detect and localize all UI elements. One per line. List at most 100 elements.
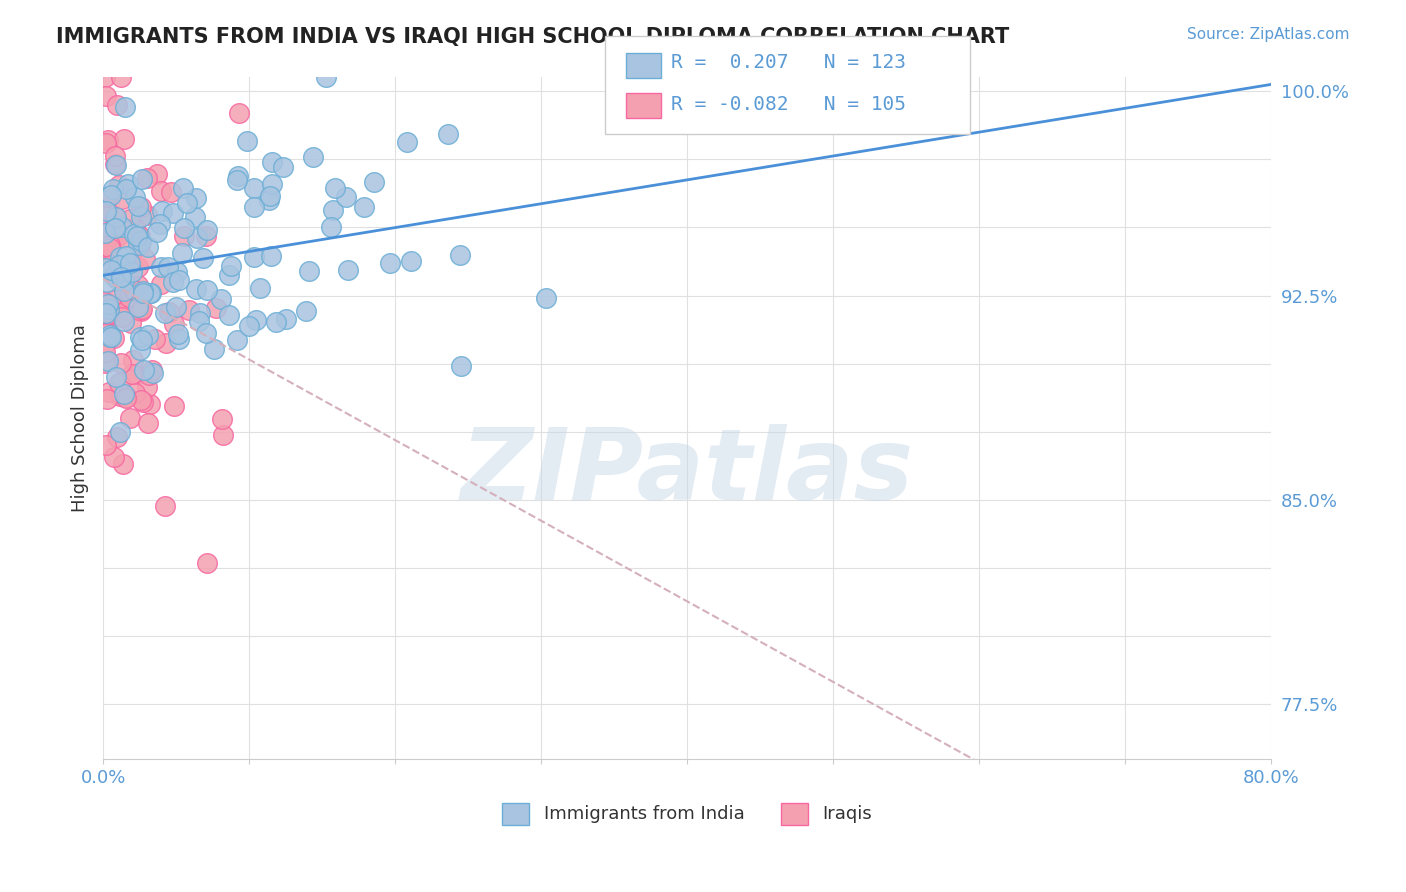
Point [96,190,118,204]
Point [94,136,117,150]
Point [125,228,148,243]
Point [110,269,132,284]
Point [166,265,188,279]
Point [93,315,115,329]
Point [218,268,240,282]
Point [96,204,118,219]
Point [124,283,146,297]
Point [104,157,127,171]
Point [96,275,118,289]
Point [260,155,283,169]
Point [136,416,159,430]
Point [436,128,458,142]
Point [98,238,121,252]
Point [131,304,153,318]
Point [98,241,121,255]
Point [103,331,125,345]
Point [94,438,117,452]
Point [128,229,150,244]
Point [98,329,121,343]
Text: R = -0.082   N = 105: R = -0.082 N = 105 [671,95,905,114]
Point [110,425,132,439]
Point [135,171,157,186]
Point [298,264,321,278]
Point [226,169,249,183]
Point [93,356,115,370]
Point [93,344,115,359]
Point [395,135,418,149]
Point [146,167,169,181]
Point [335,190,357,204]
Point [125,368,148,382]
Point [211,412,233,426]
Point [129,239,152,253]
Point [225,333,247,347]
Point [194,229,217,244]
Point [98,327,121,342]
Point [179,302,201,317]
Point [238,319,260,334]
Point [225,173,247,187]
Point [94,258,117,272]
Point [93,294,115,309]
Point [94,225,117,239]
Point [136,328,159,343]
Point [195,284,218,298]
Point [121,367,143,381]
Point [93,234,115,248]
Point [337,263,360,277]
Point [450,359,472,373]
Point [295,304,318,318]
Point [319,220,342,235]
Point [129,200,152,214]
Point [323,181,346,195]
Point [104,210,127,224]
Point [315,70,337,85]
Point [242,250,264,264]
Point [112,314,135,328]
Point [264,315,287,329]
Point [108,178,131,193]
Point [139,397,162,411]
Point [228,106,250,120]
Point [111,220,134,235]
Point [121,353,143,368]
Point [97,133,120,147]
Point [94,337,117,351]
Point [259,189,281,203]
Point [131,333,153,347]
Point [243,201,266,215]
Point [188,306,211,320]
Point [219,259,242,273]
Text: Source: ZipAtlas.com: Source: ZipAtlas.com [1187,27,1350,42]
Point [118,256,141,270]
Point [378,256,401,270]
Point [103,450,125,464]
Point [121,289,143,303]
Point [155,305,177,319]
Point [131,172,153,186]
Point [135,380,157,394]
Point [97,353,120,368]
Point [399,254,422,268]
Point [273,160,295,174]
Point [131,394,153,409]
Point [110,250,132,264]
Point [93,226,115,240]
Y-axis label: High School Diploma: High School Diploma [72,325,89,512]
Point [260,249,283,263]
Legend: Immigrants from India, Iraqis: Immigrants from India, Iraqis [495,796,879,831]
Point [111,193,134,207]
Point [94,89,117,103]
Point [104,210,127,224]
Point [105,97,128,112]
Point [121,265,143,279]
Point [117,177,139,191]
Point [202,343,225,357]
Point [132,286,155,301]
Point [172,181,194,195]
Point [162,275,184,289]
Point [93,70,115,85]
Point [186,191,208,205]
Point [124,386,146,401]
